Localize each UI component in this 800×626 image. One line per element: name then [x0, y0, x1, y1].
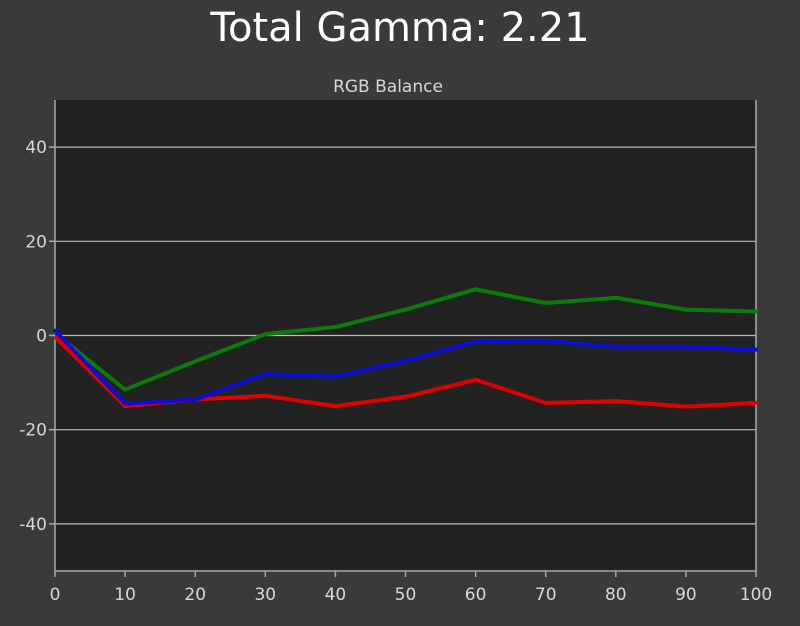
- gridlines: [55, 146, 756, 525]
- x-tick-label-1: 10: [114, 585, 136, 605]
- x-tick-label-0: 0: [50, 585, 61, 605]
- x-tick-label-7: 70: [535, 585, 557, 605]
- y-tick-label-0: 40: [25, 138, 47, 158]
- y-axis-ticks: 40 20 0 -20 -40: [19, 138, 55, 535]
- x-tick-label-2: 20: [184, 585, 206, 605]
- chart-subtitle: RGB Balance: [333, 77, 443, 97]
- x-tick-label-10: 100: [740, 585, 772, 605]
- x-tick-label-4: 40: [325, 585, 347, 605]
- y-tick-label-3: -20: [19, 421, 47, 441]
- series-lines: [53, 287, 758, 409]
- x-tick-label-6: 60: [465, 585, 487, 605]
- x-tick-label-3: 30: [254, 585, 276, 605]
- x-tick-label-5: 50: [395, 585, 417, 605]
- y-tick-label-1: 20: [25, 232, 47, 252]
- x-axis-ticks: 0 10 20 30 40 50 60 70 80 90 100: [50, 571, 772, 605]
- y-tick-label-2: 0: [36, 327, 47, 347]
- blue-series-line: [53, 328, 758, 406]
- green-series-line: [53, 287, 758, 392]
- y-tick-label-4: -40: [19, 515, 47, 535]
- x-tick-label-8: 80: [605, 585, 627, 605]
- total-gamma-title: Total Gamma: 2.21: [210, 5, 590, 51]
- x-tick-label-9: 90: [675, 585, 697, 605]
